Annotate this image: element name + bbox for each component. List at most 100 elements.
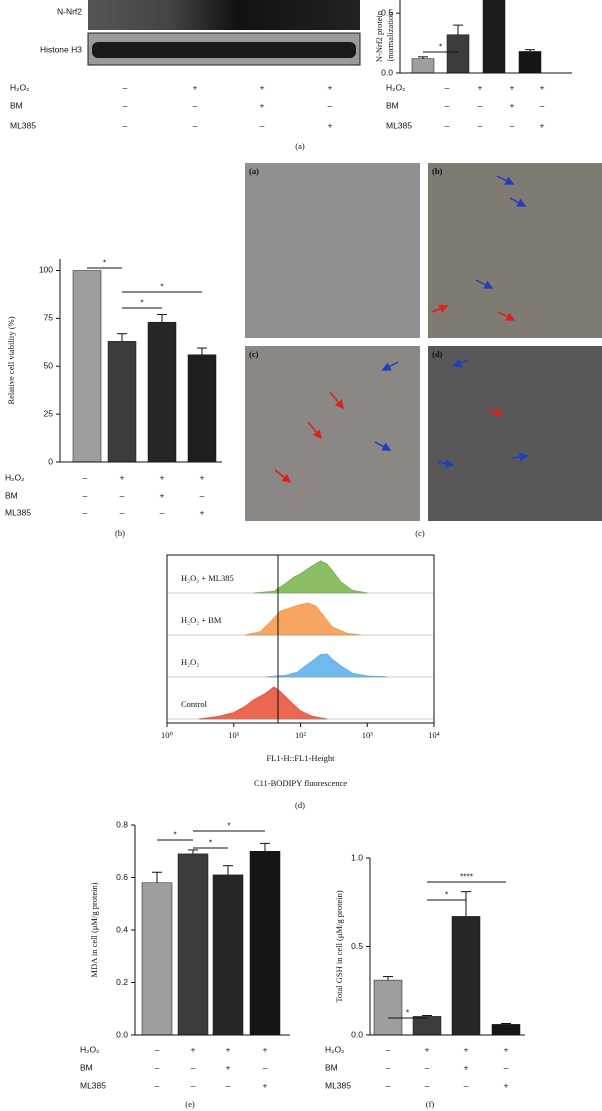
condition-sign: + [328,120,333,130]
condition-sign: – [445,120,450,130]
y-tick-label: 25 [44,408,54,418]
condition-label: ML385 [80,1080,106,1090]
bar [212,874,244,1035]
condition-sign: – [260,120,265,130]
condition-sign: + [226,1044,231,1054]
micrographs [245,163,602,521]
condition-sign: + [260,100,265,110]
significance-label: * [439,41,443,51]
panel-caption: (d) [295,800,305,810]
y-axis-label: MDA in cell (μM/g protein) [89,882,99,977]
condition-sign: + [540,120,545,130]
bar [491,1024,521,1035]
condition-sign: – [510,120,515,130]
condition-sign: + [540,82,545,92]
bar [373,979,403,1035]
panel-caption: (c) [415,528,425,538]
significance-label: * [103,257,107,267]
panel-caption: (b) [115,528,125,538]
significance-label: * [445,889,449,899]
condition-label: H₂O₂ [10,82,29,92]
condition-sign: + [464,1062,469,1072]
y-axis-label: Relative cell viability (%) [6,316,16,404]
micrograph-label: (c) [249,349,259,359]
histogram-area [265,653,388,678]
bar [187,354,217,462]
significance-label: * [227,820,231,830]
condition-sign: – [478,120,483,130]
bar [107,341,137,462]
y-tick-label: 75 [44,313,54,323]
y-axis-label: Total GSH in cell (μM/g protein) [334,890,344,1002]
condition-sign: – [83,507,88,517]
condition-label: H₂O₂ [325,1044,344,1054]
bar [249,851,281,1035]
y-tick-label: 0.0 [116,1029,128,1039]
bar [482,0,506,73]
series-label: H₂O₂ + BM [181,615,222,625]
chart-subtitle: C11-BODIPY fluorescence [254,778,347,788]
series-label: H₂O₂ [181,657,199,667]
condition-label: H₂O₂ [5,472,24,482]
condition-sign: – [445,100,450,110]
condition-label: BM [5,490,18,500]
condition-sign: + [226,1062,231,1072]
condition-sign: + [504,1080,509,1090]
condition-sign: – [504,1062,509,1072]
condition-sign: + [191,1044,196,1054]
condition-label: ML385 [386,120,412,130]
bar-chart [373,891,521,1035]
condition-sign: – [386,1080,391,1090]
condition-sign: – [160,507,165,517]
condition-sign: + [328,82,333,92]
significance-label: **** [460,871,474,881]
bar-chart [411,0,542,73]
micrograph-label: (b) [432,166,443,176]
condition-sign: + [120,472,125,482]
condition-sign: – [425,1080,430,1090]
condition-sign: + [160,490,165,500]
condition-sign: – [191,1062,196,1072]
y-tick-label: 0.8 [116,819,128,829]
condition-sign: – [155,1080,160,1090]
bar [147,321,177,462]
y-tick-label: 0.0 [351,1029,363,1039]
micrograph-label: (a) [249,166,259,176]
bar [412,1016,442,1035]
condition-label: H₂O₂ [386,82,405,92]
significance-label: * [209,837,213,847]
series-label: H₂O₂ + ML385 [181,573,234,583]
condition-label: BM [80,1062,93,1072]
condition-sign: – [123,82,128,92]
y-tick-label: 0 [48,456,53,466]
y-tick-label: 50 [44,360,54,370]
condition-sign: – [123,100,128,110]
x-tick-label: 10⁰ [161,730,174,740]
band-label: Histone H3 [40,44,82,54]
condition-sign: + [200,507,205,517]
condition-sign: + [160,472,165,482]
histogram-area [253,560,368,594]
bar [141,882,173,1035]
condition-sign: – [193,120,198,130]
panel-caption: (e) [185,1099,195,1109]
condition-sign: + [504,1044,509,1054]
y-tick-label: 0.0 [381,67,393,77]
condition-sign: – [328,100,333,110]
bar [177,853,209,1035]
y-tick-label: 0.5 [351,941,363,951]
condition-sign: – [464,1080,469,1090]
condition-label: H₂O₂ [80,1044,99,1054]
condition-sign: – [83,490,88,500]
condition-sign: + [263,1080,268,1090]
panel-caption: (a) [295,141,305,151]
condition-sign: + [263,1044,268,1054]
condition-sign: + [425,1044,430,1054]
significance-label: * [160,281,164,291]
condition-sign: – [478,100,483,110]
significance-label: * [140,297,144,307]
condition-label: ML385 [5,507,31,517]
x-tick-label: 10³ [362,730,374,740]
condition-label: BM [10,100,23,110]
